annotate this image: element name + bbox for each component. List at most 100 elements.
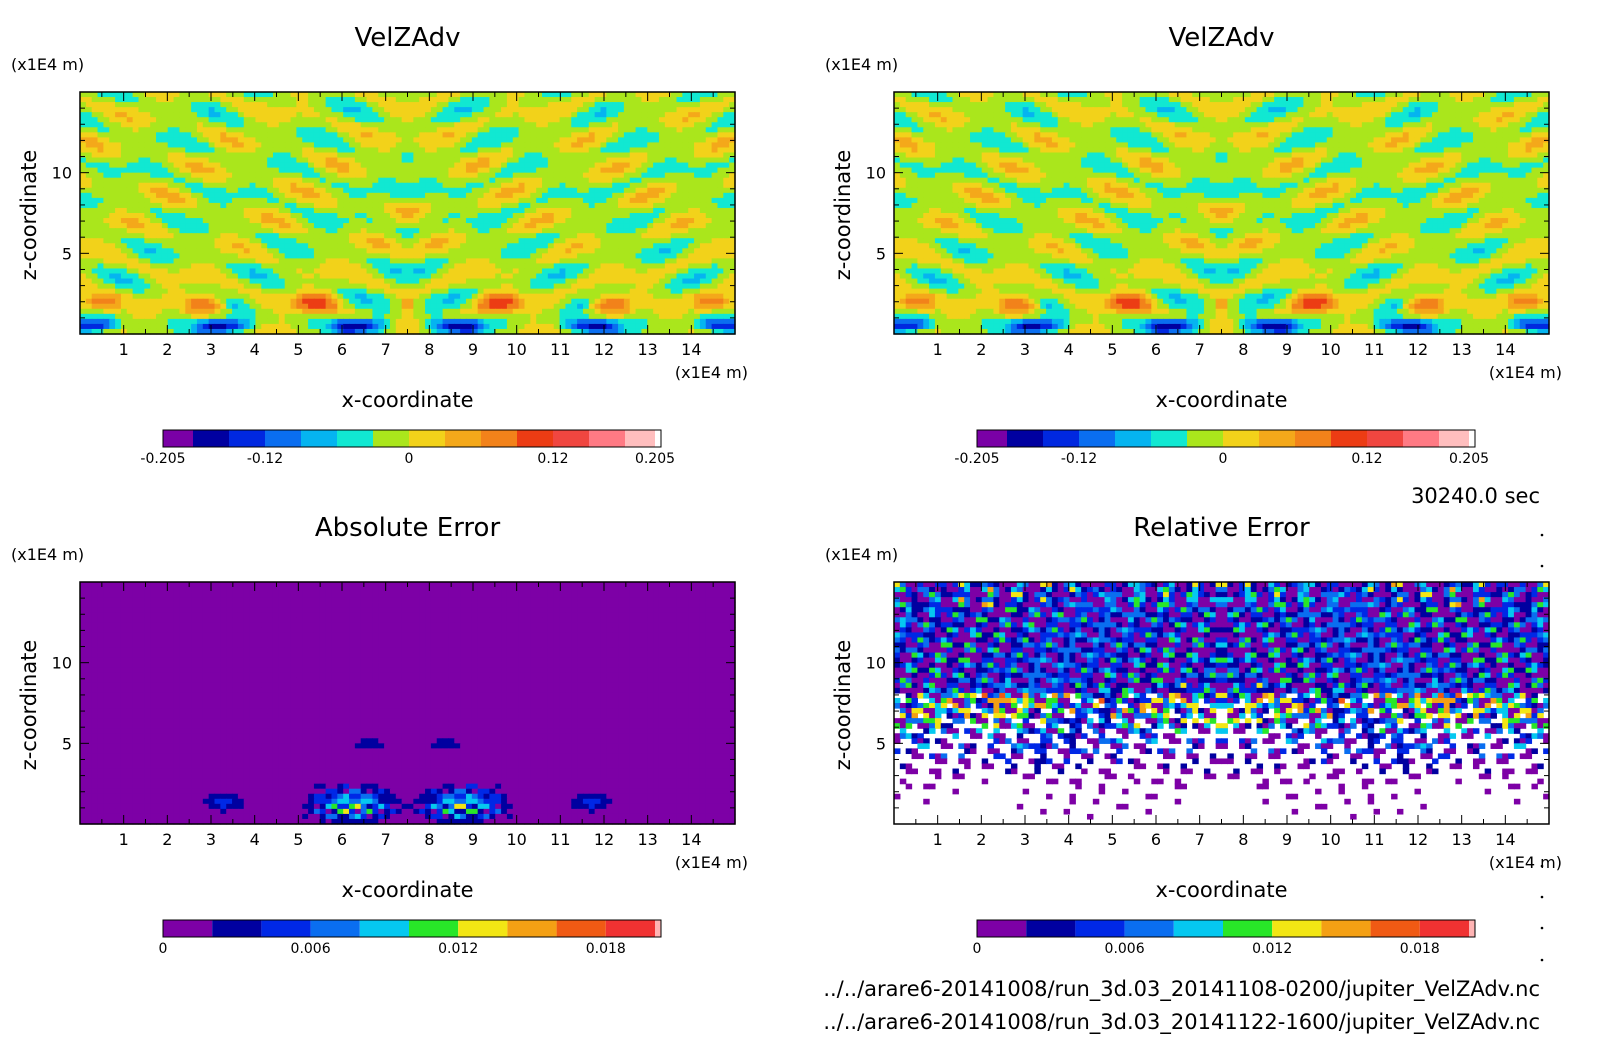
heatmap-cell bbox=[717, 127, 724, 133]
heatmap-cell bbox=[401, 268, 409, 275]
heatmap-cell bbox=[208, 293, 216, 300]
heatmap-cell bbox=[395, 243, 403, 249]
heatmap-cell bbox=[606, 132, 613, 138]
heatmap-cell bbox=[682, 102, 689, 108]
heatmap-cell bbox=[343, 147, 350, 154]
heatmap-cell bbox=[682, 233, 689, 239]
heatmap-cell bbox=[670, 228, 678, 234]
heatmap-cell bbox=[618, 142, 625, 149]
heatmap-cell bbox=[530, 127, 537, 133]
heatmap-cell bbox=[664, 223, 672, 229]
heatmap-cell bbox=[109, 177, 116, 184]
heatmap-cell bbox=[582, 182, 590, 189]
heatmap-cell bbox=[530, 233, 537, 239]
heatmap-cell bbox=[694, 122, 701, 128]
heatmap-cell bbox=[126, 202, 134, 209]
heatmap-cell bbox=[302, 192, 309, 199]
heatmap-cell bbox=[699, 218, 707, 224]
heatmap-cell bbox=[337, 122, 344, 128]
heatmap-cell bbox=[465, 197, 473, 204]
heatmap-cell bbox=[658, 228, 666, 234]
heatmap-cell bbox=[705, 107, 713, 113]
heatmap-cell bbox=[600, 177, 607, 184]
heatmap-cell bbox=[308, 298, 315, 305]
heatmap-cell bbox=[653, 278, 660, 285]
heatmap-cell bbox=[255, 177, 262, 184]
heatmap-cell bbox=[653, 238, 660, 244]
heatmap-cell bbox=[196, 288, 204, 295]
heatmap-cell bbox=[547, 233, 555, 239]
heatmap-cell bbox=[670, 92, 678, 98]
heatmap-cell bbox=[85, 283, 93, 290]
heatmap-cell bbox=[565, 248, 572, 254]
heatmap-cell bbox=[384, 213, 391, 219]
heatmap-cell bbox=[126, 147, 134, 154]
heatmap-cell bbox=[618, 117, 625, 123]
heatmap-cell bbox=[179, 152, 186, 159]
heatmap-cell bbox=[313, 223, 321, 229]
heatmap-cell bbox=[448, 192, 455, 199]
heatmap-cell bbox=[425, 122, 432, 128]
heatmap-cell bbox=[232, 288, 239, 295]
heatmap-cell bbox=[705, 117, 713, 123]
heatmap-cell bbox=[711, 288, 719, 295]
heatmap-cell bbox=[582, 223, 590, 229]
heatmap-cell bbox=[542, 283, 549, 290]
heatmap-cell bbox=[202, 132, 210, 138]
heatmap-cell bbox=[495, 137, 502, 144]
heatmap-cell bbox=[729, 102, 736, 108]
heatmap-cell bbox=[600, 137, 607, 144]
heatmap-cell bbox=[483, 228, 490, 234]
heatmap-cell bbox=[542, 142, 549, 149]
heatmap-cell bbox=[676, 298, 683, 305]
heatmap-cell bbox=[395, 122, 403, 128]
heatmap-cell bbox=[267, 147, 274, 154]
heatmap-cell bbox=[284, 97, 292, 103]
heatmap-cell bbox=[460, 197, 467, 204]
heatmap-cell bbox=[618, 197, 625, 204]
heatmap-cell bbox=[349, 223, 356, 229]
heatmap-cell bbox=[179, 213, 186, 219]
heatmap-cell bbox=[629, 308, 637, 315]
heatmap-cell bbox=[664, 298, 672, 305]
heatmap-cell bbox=[612, 197, 619, 204]
heatmap-cell bbox=[407, 248, 414, 254]
heatmap-cell bbox=[226, 122, 233, 128]
heatmap-cell bbox=[699, 117, 707, 123]
heatmap-cell bbox=[618, 303, 625, 310]
heatmap-cell bbox=[711, 258, 719, 265]
heatmap-cell bbox=[723, 152, 730, 159]
heatmap-cell bbox=[553, 127, 561, 133]
heatmap-cell bbox=[185, 177, 192, 184]
heatmap-cell bbox=[196, 92, 204, 98]
heatmap-cell bbox=[454, 258, 461, 265]
heatmap-cell bbox=[103, 107, 110, 113]
heatmap-cell bbox=[389, 223, 397, 229]
heatmap-cell bbox=[161, 97, 169, 103]
heatmap-cell bbox=[536, 263, 543, 270]
heatmap-cell bbox=[729, 107, 736, 113]
heatmap-cell bbox=[372, 293, 379, 300]
heatmap-cell bbox=[97, 218, 104, 224]
heatmap-cell bbox=[512, 202, 520, 209]
heatmap-cell bbox=[378, 172, 385, 179]
heatmap-cell bbox=[156, 122, 163, 128]
heatmap-cell bbox=[436, 253, 444, 259]
heatmap-cell bbox=[126, 112, 134, 118]
heatmap-cell bbox=[296, 132, 303, 138]
heatmap-cell bbox=[144, 202, 151, 209]
heatmap-cell bbox=[711, 233, 719, 239]
heatmap-cell bbox=[97, 137, 104, 144]
heatmap-cell bbox=[103, 122, 110, 128]
heatmap-cell bbox=[454, 92, 461, 98]
heatmap-cell bbox=[711, 92, 719, 98]
heatmap-cell bbox=[694, 202, 701, 209]
heatmap-cell bbox=[91, 283, 99, 290]
heatmap-cell bbox=[483, 137, 490, 144]
heatmap-cell bbox=[419, 132, 426, 138]
heatmap-cell bbox=[553, 117, 561, 123]
heatmap-cell bbox=[389, 298, 397, 305]
heatmap-cell bbox=[588, 152, 596, 159]
heatmap-cell bbox=[530, 268, 537, 275]
heatmap-cell bbox=[349, 97, 356, 103]
